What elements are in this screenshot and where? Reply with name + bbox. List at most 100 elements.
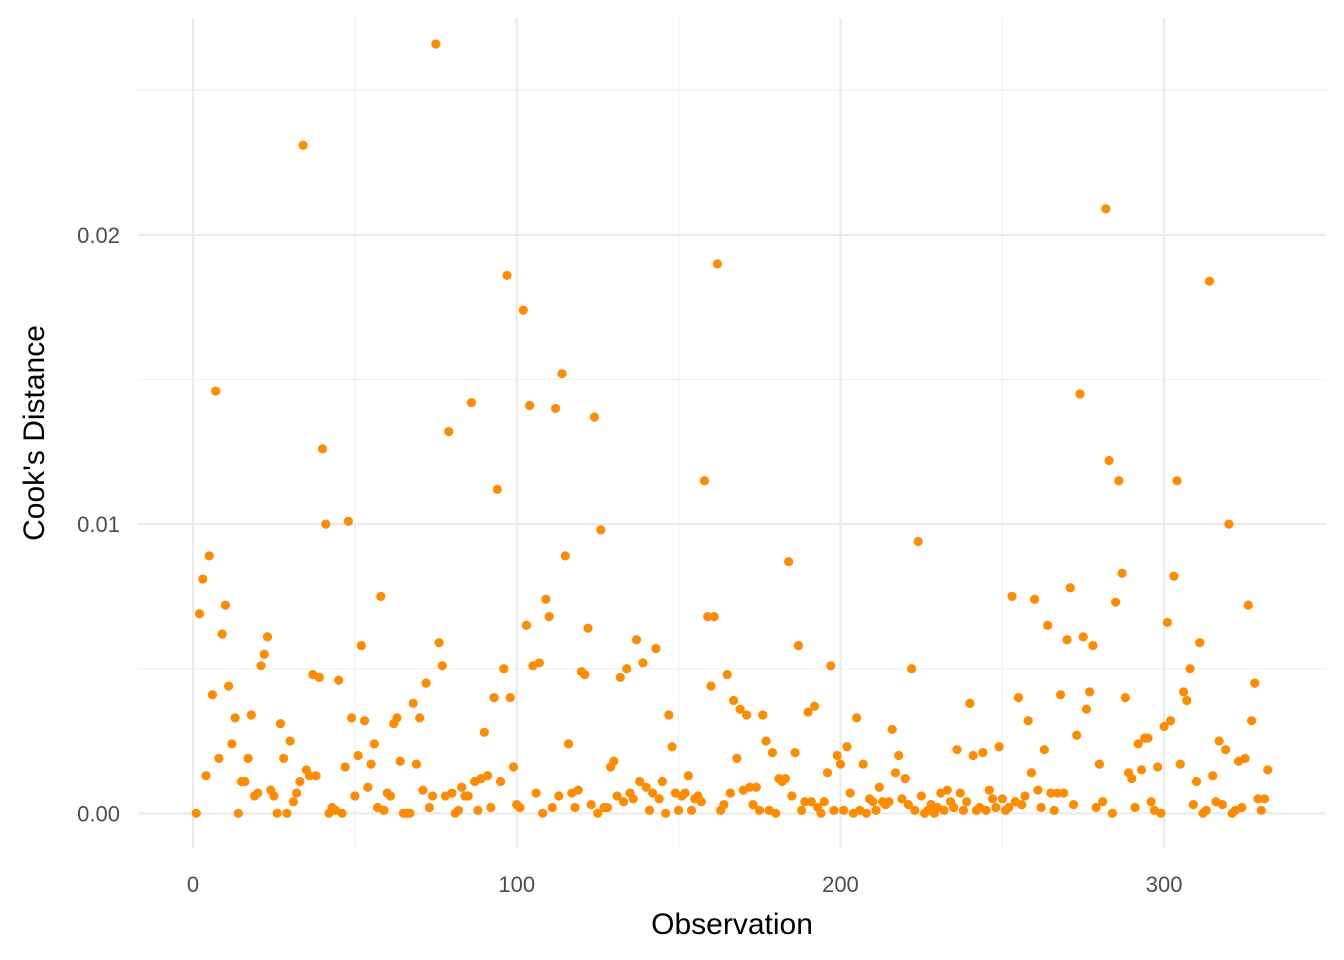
data-point — [987, 794, 998, 804]
data-point — [211, 386, 221, 396]
data-point — [903, 800, 914, 810]
data-point — [224, 681, 234, 691]
data-point — [489, 693, 499, 703]
data-point — [463, 791, 473, 801]
data-point — [1201, 805, 1211, 816]
data-point — [651, 643, 661, 654]
data-point — [1127, 773, 1137, 784]
data-point — [994, 742, 1004, 752]
data-point — [868, 797, 878, 807]
data-point — [534, 658, 544, 668]
data-point — [366, 759, 376, 769]
data-point — [1023, 716, 1033, 726]
data-point — [965, 698, 975, 709]
data-point — [657, 776, 668, 787]
data-point — [787, 791, 797, 801]
data-point — [198, 574, 208, 584]
data-point — [1072, 730, 1082, 740]
data-point — [525, 400, 535, 411]
data-point — [486, 802, 496, 813]
data-point — [826, 661, 836, 671]
data-point — [1104, 455, 1114, 466]
data-point — [1094, 759, 1105, 769]
data-point — [1081, 704, 1092, 714]
data-point — [589, 412, 600, 422]
data-point — [275, 719, 286, 729]
data-point — [618, 797, 629, 807]
data-point — [1033, 785, 1043, 795]
data-point — [609, 756, 619, 766]
data-point — [667, 742, 677, 752]
data-point — [712, 259, 723, 269]
data-point — [1237, 802, 1247, 813]
data-point — [706, 681, 716, 691]
data-point — [806, 797, 816, 807]
data-point — [411, 759, 421, 769]
data-point — [887, 724, 897, 735]
data-point — [220, 600, 231, 610]
data-point — [858, 759, 868, 769]
data-point — [492, 484, 502, 494]
data-point — [641, 782, 651, 792]
data-point — [385, 791, 396, 801]
data-point — [596, 525, 606, 535]
data-point — [958, 805, 969, 816]
y-axis-title: Cook's Distance — [18, 325, 51, 541]
x-tick-label: 0 — [187, 872, 199, 897]
data-point — [822, 768, 833, 778]
data-point — [894, 750, 904, 761]
data-point — [683, 771, 693, 781]
data-point — [1256, 805, 1266, 816]
data-point — [819, 797, 829, 807]
data-point — [227, 739, 237, 749]
data-point — [1204, 276, 1215, 286]
data-point — [1162, 617, 1172, 628]
data-point — [269, 791, 279, 801]
data-point — [907, 664, 917, 674]
data-point — [1004, 802, 1014, 813]
data-point — [719, 800, 729, 810]
data-point — [1030, 594, 1040, 604]
data-point — [654, 794, 664, 804]
data-point — [356, 640, 366, 651]
data-point — [832, 750, 842, 761]
data-point — [900, 773, 910, 784]
data-point — [298, 140, 308, 150]
data-point — [395, 756, 405, 766]
data-point — [644, 805, 655, 816]
data-point — [1062, 635, 1072, 645]
data-point — [359, 716, 370, 726]
data-point — [1043, 620, 1053, 630]
data-point — [499, 664, 509, 674]
data-point — [253, 788, 263, 798]
data-point — [991, 802, 1001, 813]
data-point — [279, 753, 289, 763]
data-point — [285, 736, 295, 746]
data-point — [1253, 794, 1263, 804]
data-point — [431, 39, 441, 49]
data-point — [1078, 632, 1088, 642]
data-point — [981, 805, 991, 816]
data-point — [703, 612, 713, 622]
data-point — [483, 771, 493, 781]
data-point — [913, 536, 923, 547]
data-point — [952, 745, 962, 755]
data-point — [272, 808, 282, 818]
data-point — [1098, 797, 1108, 807]
data-point — [673, 805, 684, 816]
data-point — [942, 785, 952, 795]
data-point — [415, 713, 425, 723]
data-point — [800, 797, 810, 807]
data-point — [418, 785, 428, 795]
data-point — [1250, 678, 1260, 688]
data-point — [217, 629, 227, 639]
data-point — [554, 791, 564, 801]
data-point — [751, 782, 761, 792]
data-point — [541, 594, 551, 604]
data-point — [518, 305, 528, 315]
data-point — [842, 742, 852, 752]
data-point — [1020, 791, 1030, 801]
data-point — [350, 791, 360, 801]
data-point — [246, 710, 256, 720]
data-point — [583, 623, 593, 633]
